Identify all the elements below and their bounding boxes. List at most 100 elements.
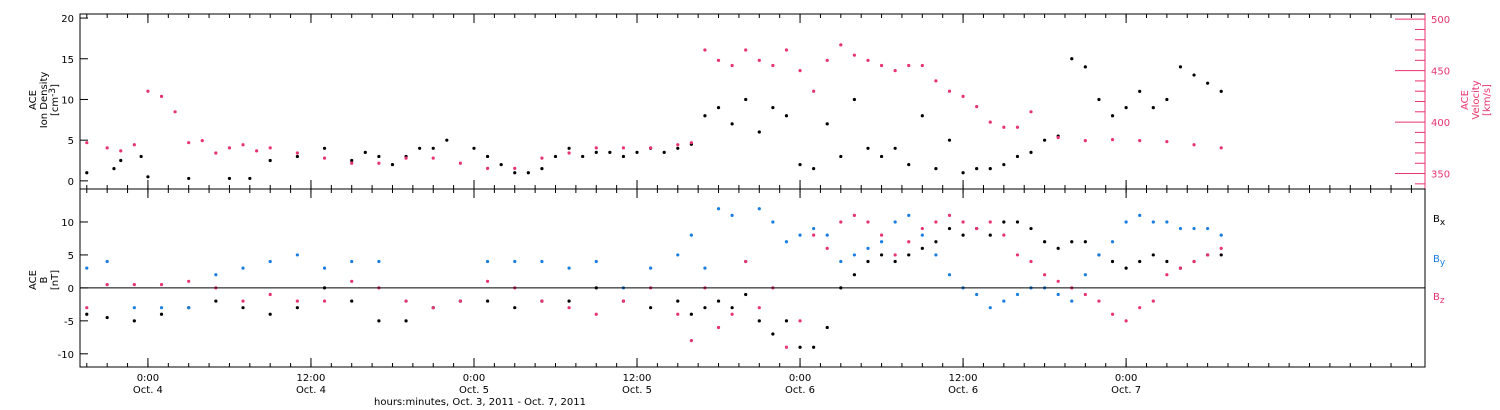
- bx-point: [1219, 253, 1223, 257]
- velocity-point: [377, 161, 381, 165]
- bx-point: [159, 312, 164, 316]
- velocity-point: [119, 149, 123, 153]
- bx-point: [649, 306, 653, 310]
- density-point: [730, 122, 734, 126]
- density-point: [744, 97, 748, 102]
- top-ylabel-unit: [cm-3]: [48, 84, 61, 116]
- by-point: [920, 233, 924, 237]
- density-point: [771, 106, 775, 110]
- by-point: [893, 220, 897, 224]
- bz-point: [1097, 299, 1101, 303]
- density-point: [540, 167, 544, 171]
- top-ylabel-line1: ACE: [28, 90, 39, 110]
- bottom-ytick-label-3: 5: [68, 251, 74, 262]
- density-point: [85, 171, 89, 175]
- bz-point: [730, 312, 734, 316]
- velocity-point: [812, 89, 816, 93]
- legend-bz: Bz: [1433, 292, 1445, 306]
- density-point: [1192, 73, 1196, 77]
- density-point: [1029, 150, 1033, 154]
- bz-point: [1138, 306, 1142, 310]
- bottom-ytick-label-4: 10: [61, 218, 74, 229]
- top-y2label-unit: [km/s]: [1482, 84, 1493, 116]
- velocity-point: [1219, 146, 1223, 150]
- density-point: [893, 146, 897, 150]
- bz-point: [594, 312, 598, 316]
- bz-point: [839, 220, 843, 224]
- by-point: [567, 266, 571, 270]
- density-point: [635, 150, 639, 154]
- bx-point: [988, 233, 992, 237]
- top-ytick-label-1: 5: [68, 136, 74, 147]
- bz-point: [988, 220, 992, 224]
- velocity-point: [839, 43, 843, 47]
- x-tick-time-4: 0:00: [789, 373, 811, 384]
- by-point: [812, 226, 816, 231]
- density-point: [879, 154, 884, 159]
- bz-point: [268, 292, 272, 297]
- bx-point: [771, 332, 775, 336]
- bz-point: [784, 345, 789, 349]
- bx-point: [920, 246, 924, 250]
- bz-point: [893, 253, 897, 257]
- bx-point: [947, 226, 952, 231]
- bz-point: [458, 299, 463, 303]
- density-point: [1165, 97, 1169, 102]
- density-point: [1097, 97, 1101, 102]
- velocity-point: [975, 105, 979, 109]
- density-point: [839, 154, 843, 159]
- bz-point: [1002, 233, 1006, 237]
- velocity-point: [879, 63, 884, 68]
- density-point: [485, 154, 490, 159]
- velocity-point: [1165, 140, 1169, 144]
- bz-point: [757, 306, 761, 310]
- bx-point: [268, 312, 272, 316]
- x-tick-time-5: 12:00: [949, 373, 978, 384]
- velocity-point: [907, 63, 911, 68]
- bz-point: [1110, 312, 1115, 316]
- bz-point: [689, 339, 693, 343]
- velocity-point: [730, 63, 734, 68]
- density-point: [975, 167, 979, 171]
- bx-point: [798, 345, 802, 349]
- top-ytick-label-0: 0: [68, 177, 74, 188]
- bz-point: [866, 220, 870, 224]
- bz-point: [934, 220, 938, 224]
- bx-point: [866, 259, 870, 264]
- velocity-point: [744, 48, 748, 52]
- velocity-point: [255, 149, 259, 153]
- velocity-point: [1002, 125, 1006, 129]
- density-point: [472, 146, 476, 150]
- density-point: [248, 176, 252, 181]
- by-point: [1192, 226, 1196, 231]
- bx-point: [377, 319, 381, 323]
- density-point: [139, 154, 143, 159]
- bx-point: [105, 315, 109, 320]
- velocity-point: [621, 146, 626, 150]
- by-point: [322, 266, 327, 270]
- density-point: [907, 162, 911, 167]
- bottom-panel-frame: [79, 188, 1426, 368]
- bottom-legend: Bx By Bz: [1433, 214, 1446, 306]
- bx-point: [1015, 220, 1020, 224]
- by-point: [513, 259, 517, 264]
- by-point: [1070, 299, 1074, 303]
- top-y2label-line1: ACE: [1460, 90, 1471, 110]
- bx-point: [485, 299, 490, 303]
- density-point: [1083, 65, 1087, 69]
- bz-point: [975, 226, 979, 231]
- by-point: [988, 306, 992, 310]
- bz-point: [744, 259, 748, 264]
- bz-point: [485, 279, 490, 283]
- by-point: [676, 253, 680, 257]
- density-point: [377, 154, 381, 159]
- bz-point: [159, 282, 164, 287]
- bottom-data-points: [85, 207, 1223, 349]
- bx-point: [825, 325, 829, 330]
- density-point: [716, 106, 721, 110]
- density-point: [1015, 154, 1020, 159]
- by-point: [1178, 226, 1183, 231]
- velocity-point: [961, 94, 965, 98]
- bx-point: [295, 306, 299, 310]
